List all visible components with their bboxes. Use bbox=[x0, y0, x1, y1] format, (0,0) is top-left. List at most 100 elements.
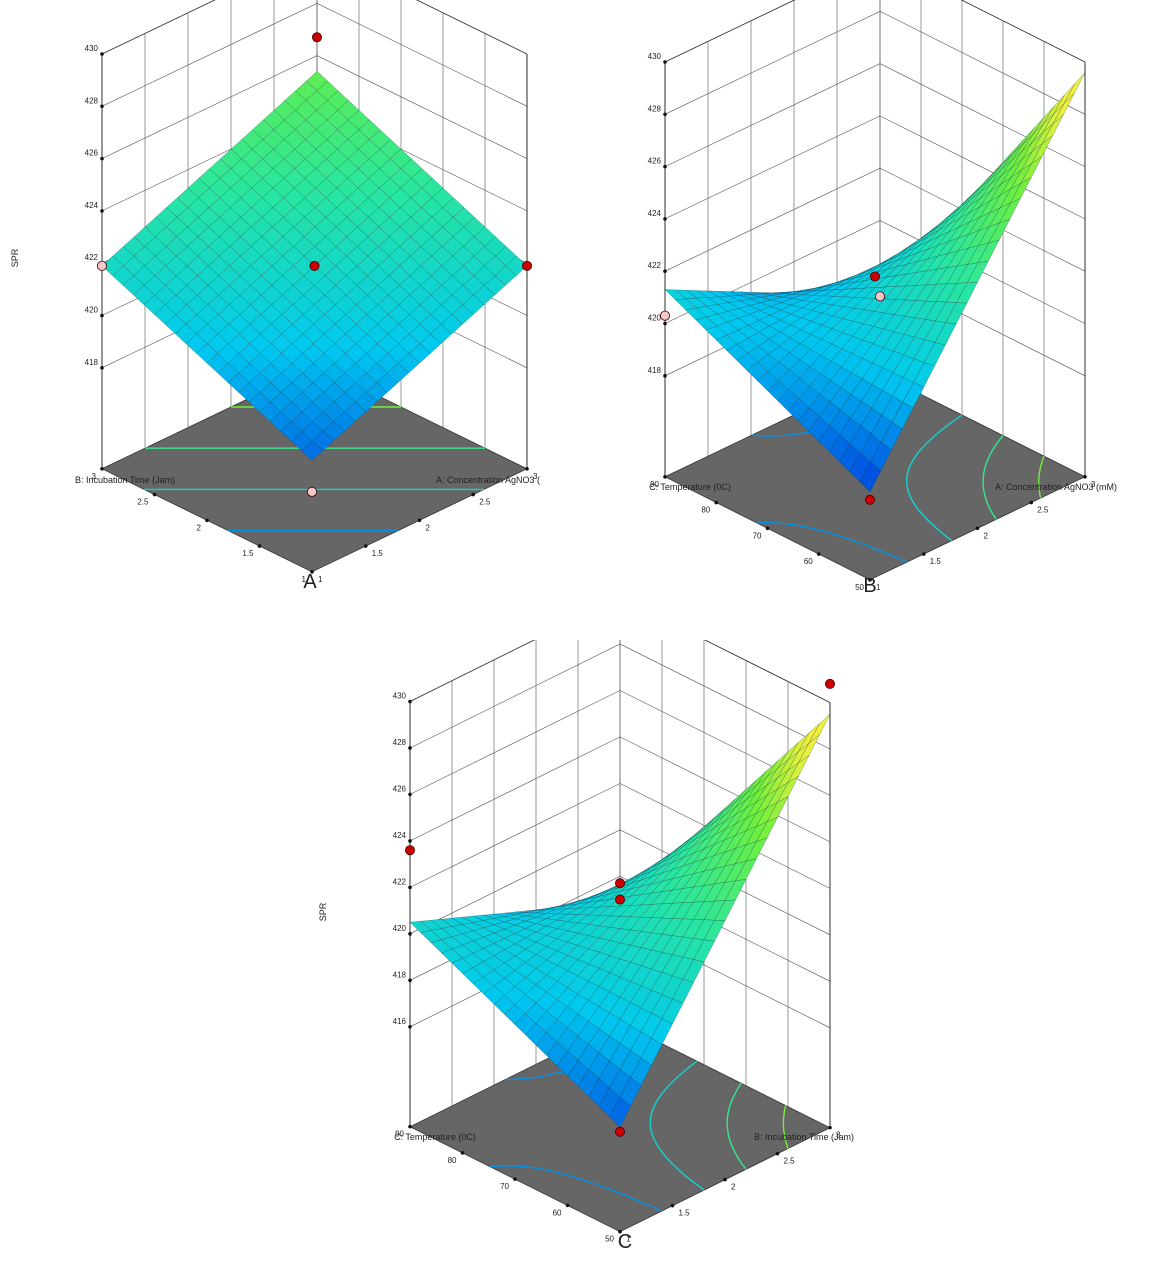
surface-cell bbox=[609, 1096, 631, 1128]
x-axis-label: A: Concentration AgNO3 ( bbox=[436, 475, 540, 485]
x-tick-label: 3 bbox=[1091, 480, 1096, 489]
surface-cell bbox=[859, 461, 882, 493]
y-tick-mark bbox=[816, 552, 821, 556]
y-tick-label: 50 bbox=[605, 1235, 614, 1244]
x-tick-mark bbox=[471, 492, 476, 497]
y-tick-mark bbox=[618, 1229, 622, 1234]
x-tick-mark bbox=[363, 544, 368, 548]
surface-plot-a: 418 420 422 424 426 428 430 1 1.5 2 2.5 3 1 1.5 2 2.5 3 S… bbox=[10, 0, 540, 593]
x-tick-mark bbox=[828, 1125, 832, 1130]
z-tick-mark bbox=[100, 313, 104, 318]
design-point-marker bbox=[864, 494, 875, 505]
z-tick-label: 418 bbox=[648, 366, 662, 375]
z-tick-label: 420 bbox=[393, 924, 407, 933]
z-tick-label: 430 bbox=[648, 52, 662, 61]
design-point-marker bbox=[614, 1126, 625, 1137]
y-tick-mark bbox=[152, 492, 157, 497]
z-tick-mark bbox=[663, 269, 667, 274]
x-tick-mark bbox=[1029, 500, 1034, 505]
z-tick-mark bbox=[100, 104, 104, 109]
design-point-marker bbox=[874, 291, 885, 302]
z-tick-label: 422 bbox=[393, 877, 407, 886]
y-tick-mark bbox=[310, 570, 314, 574]
y-tick-label: 90 bbox=[395, 1130, 404, 1139]
y-tick-mark bbox=[565, 1203, 570, 1208]
wall-gridline bbox=[664, 220, 1086, 324]
z-tick-mark bbox=[408, 885, 412, 890]
y-tick-mark bbox=[663, 475, 667, 479]
y-tick-mark bbox=[513, 1177, 517, 1181]
z-tick-mark bbox=[408, 978, 412, 983]
wall-gridline bbox=[409, 690, 831, 796]
y-tick-label: 1.5 bbox=[242, 549, 254, 558]
surface-plot-b: 418 420 422 424 426 428 430 1 1.5 2 2.5 3 50 60 70 80 90… bbox=[572, 0, 1117, 597]
z-tick-label: 428 bbox=[393, 738, 407, 747]
wall-gridline bbox=[101, 55, 528, 159]
z-tick-label: 428 bbox=[648, 104, 662, 113]
wall-gridline bbox=[409, 643, 831, 750]
wall-top-edge bbox=[101, 0, 528, 55]
z-tick-label: 422 bbox=[85, 253, 99, 262]
z-tick-label: 422 bbox=[648, 261, 662, 270]
x-tick-mark bbox=[723, 1177, 727, 1182]
y-tick-mark bbox=[714, 500, 719, 505]
z-tick-label: 430 bbox=[393, 692, 407, 701]
z-tick-mark bbox=[100, 52, 104, 56]
x-axis-label: B: Incubation Time (Jam) bbox=[754, 1132, 854, 1142]
z-tick-mark bbox=[663, 374, 667, 378]
y-tick-mark bbox=[100, 467, 104, 471]
chart-panel-c: 416 418 420 422 424 426 428 430 1 1.5 2 2.5 3 50 60 70 8… bbox=[290, 597, 930, 1280]
z-tick-mark bbox=[408, 932, 412, 936]
x-tick-label: 2.5 bbox=[479, 498, 491, 507]
z-tick-label: 426 bbox=[85, 149, 99, 158]
x-tick-mark bbox=[921, 552, 926, 556]
y-tick-label: 2.5 bbox=[137, 498, 149, 507]
design-point-marker bbox=[825, 678, 836, 689]
surface-cell bbox=[808, 713, 831, 744]
y-tick-label: 1 bbox=[302, 575, 307, 584]
z-tick-mark bbox=[408, 1024, 412, 1029]
design-point-marker bbox=[522, 260, 533, 271]
wall-gridline bbox=[409, 783, 831, 889]
y-tick-mark bbox=[868, 578, 872, 582]
x-tick-mark bbox=[775, 1151, 780, 1156]
y-axis-label: C: Temperature (0C) bbox=[649, 482, 731, 492]
x-tick-label: 1 bbox=[626, 1235, 631, 1244]
z-tick-mark bbox=[408, 699, 412, 704]
wall-top-edge bbox=[664, 0, 1086, 63]
y-tick-mark bbox=[205, 518, 209, 523]
y-tick-label: 90 bbox=[650, 480, 659, 489]
y-tick-mark bbox=[765, 526, 770, 531]
z-tick-mark bbox=[663, 164, 667, 169]
y-tick-label: 3 bbox=[92, 472, 97, 481]
y-tick-label: 80 bbox=[448, 1156, 457, 1165]
z-tick-label: 424 bbox=[648, 209, 662, 218]
contour-line bbox=[906, 414, 963, 542]
contour-line bbox=[782, 1105, 789, 1149]
contour-line bbox=[1038, 455, 1045, 499]
wall-gridline bbox=[664, 10, 1086, 115]
y-axis-label: B: Incubation Time (Jam) bbox=[75, 475, 175, 485]
chart-panel-a: 418 420 422 424 426 428 430 1 1.5 2 2.5 3 1 1.5 2 2.5 3 S… bbox=[0, 0, 620, 610]
design-point-marker bbox=[405, 845, 416, 856]
panel-label: B bbox=[863, 575, 876, 597]
x-tick-mark bbox=[525, 467, 529, 471]
design-point-marker bbox=[614, 894, 625, 905]
wall-gridline bbox=[101, 0, 528, 55]
wall-gridline bbox=[664, 0, 1086, 63]
panel-label: A bbox=[303, 571, 317, 593]
z-tick-label: 430 bbox=[85, 44, 99, 53]
y-tick-mark bbox=[408, 1124, 412, 1129]
surface-plot-c: 416 418 420 422 424 426 428 430 1 1.5 2 2.5 3 50 60 70 8… bbox=[318, 597, 854, 1253]
design-point-marker bbox=[660, 310, 671, 321]
z-tick-mark bbox=[100, 209, 104, 213]
design-point-marker bbox=[97, 260, 108, 271]
z-tick-mark bbox=[408, 746, 412, 750]
x-tick-label: 2 bbox=[426, 523, 431, 532]
z-tick-mark bbox=[408, 792, 412, 797]
z-tick-label: 428 bbox=[85, 96, 99, 105]
z-tick-mark bbox=[100, 366, 104, 370]
x-tick-label: 1.5 bbox=[679, 1209, 691, 1218]
x-tick-mark bbox=[975, 526, 980, 531]
x-tick-mark bbox=[670, 1203, 675, 1208]
